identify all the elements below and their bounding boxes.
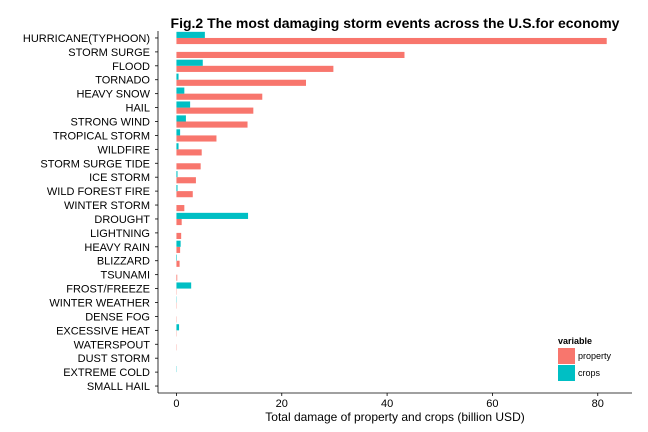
category-label: DENSE FOG — [85, 311, 150, 323]
bar-property — [176, 149, 202, 156]
bar-crops — [176, 115, 186, 122]
category-label: EXCESSIVE HEAT — [56, 325, 150, 337]
bar-property — [176, 246, 181, 253]
bar-crops — [176, 324, 180, 331]
bar-property — [176, 177, 196, 184]
category-label: HAIL — [126, 103, 150, 115]
category-label: BLIZZARD — [97, 256, 150, 268]
x-axis-ticks: 0 20 40 60 80 — [173, 393, 604, 410]
x-tick-label: 60 — [486, 398, 498, 410]
chart-title: Fig.2 The most damaging storm events acr… — [171, 15, 620, 31]
category-label: SMALL HAIL — [87, 381, 150, 393]
bar-property — [176, 37, 607, 45]
category-label: ICE STORM — [89, 172, 150, 184]
legend-label-property: property — [578, 351, 612, 361]
bar-property — [176, 191, 193, 198]
legend-items: property crops — [558, 348, 612, 381]
bar-property — [176, 218, 182, 226]
category-label: LIGHTNING — [90, 228, 150, 240]
bar-crops — [176, 171, 178, 178]
category-label: HURRICANE(TYPHOON) — [23, 33, 150, 45]
bar-crops — [176, 184, 178, 192]
category-label: WINTER WEATHER — [49, 298, 150, 310]
category-label: DROUGHT — [94, 214, 150, 226]
bar-property — [176, 260, 180, 267]
bar-crops — [176, 254, 177, 261]
bar-property — [176, 65, 334, 72]
category-label: HEAVY RAIN — [84, 242, 150, 254]
bar-crops — [176, 129, 181, 136]
legend-title: variable — [558, 336, 592, 346]
x-tick-label: 0 — [173, 398, 179, 410]
bar-property — [176, 135, 217, 142]
bar-crops — [176, 212, 249, 219]
bar-property — [176, 121, 248, 128]
x-axis-label: Total damage of property and crops (bill… — [265, 410, 524, 424]
x-tick-label: 40 — [381, 398, 393, 410]
category-label: TROPICAL STORM — [53, 130, 150, 142]
bar-property — [176, 205, 185, 212]
bar-property — [176, 107, 254, 114]
category-label: FLOOD — [112, 61, 150, 73]
bar-property — [176, 163, 201, 170]
category-label: HEAVY SNOW — [76, 89, 150, 101]
category-label: DUST STORM — [78, 353, 150, 365]
bar-crops — [176, 31, 205, 38]
legend-label-crops: crops — [578, 368, 601, 378]
category-label: TSUNAMI — [101, 270, 151, 282]
bar-crops — [176, 143, 179, 150]
category-label: STORM SURGE — [68, 47, 150, 59]
x-tick-label: 80 — [592, 398, 604, 410]
bar-property — [176, 93, 263, 100]
bar-property — [176, 274, 178, 281]
category-label: STORM SURGE TIDE — [40, 158, 150, 170]
category-label: STRONG WIND — [71, 117, 150, 129]
legend-swatch-crops — [558, 365, 575, 381]
category-label: WILDFIRE — [97, 144, 150, 156]
category-label: FROST/FREEZE — [66, 284, 150, 296]
bars — [176, 31, 607, 373]
bar-property — [176, 51, 405, 59]
legend-swatch-property — [558, 348, 575, 364]
bar-crops — [176, 87, 185, 94]
category-label: WINTER STORM — [64, 200, 150, 212]
bar-crops — [176, 73, 179, 80]
legend: variable property crops — [558, 336, 612, 381]
category-label: EXTREME COLD — [63, 367, 150, 379]
bar-crops — [176, 59, 203, 66]
bar-property — [176, 79, 306, 86]
x-tick-label: 20 — [276, 398, 288, 410]
y-axis-tick-labels: HURRICANE(TYPHOON) STORM SURGE FLOOD TORNAD… — [23, 33, 158, 393]
bar-crops — [176, 101, 191, 108]
category-label: WATERSPOUT — [74, 339, 151, 351]
bar-crops — [176, 282, 192, 289]
bar-property — [176, 232, 182, 240]
bar-crops — [176, 240, 181, 247]
category-label: WILD FOREST FIRE — [47, 186, 150, 198]
category-label: TORNADO — [95, 75, 150, 87]
